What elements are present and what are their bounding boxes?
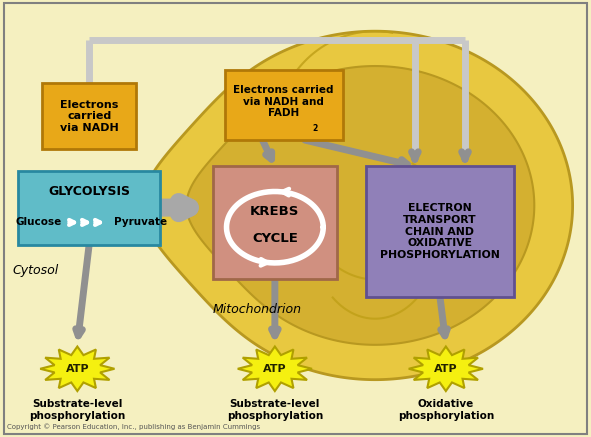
Text: 2: 2: [312, 124, 317, 133]
Text: Electrons carried
via NADH and
FADH: Electrons carried via NADH and FADH: [233, 85, 334, 118]
Text: ATP: ATP: [263, 364, 287, 374]
Text: Oxidative
phosphorylation: Oxidative phosphorylation: [398, 399, 494, 421]
FancyBboxPatch shape: [18, 170, 160, 245]
FancyBboxPatch shape: [225, 70, 343, 140]
Text: CYCLE: CYCLE: [252, 232, 298, 245]
Text: Substrate-level
phosphorylation: Substrate-level phosphorylation: [227, 399, 323, 421]
Text: Electrons
carried
via NADH: Electrons carried via NADH: [60, 100, 119, 133]
Polygon shape: [238, 347, 312, 391]
Text: Substrate-level
phosphorylation: Substrate-level phosphorylation: [29, 399, 125, 421]
FancyBboxPatch shape: [213, 166, 337, 280]
Text: ELECTRON
TRANSPORT
CHAIN AND
OXIDATIVE
PHOSPHORYLATION: ELECTRON TRANSPORT CHAIN AND OXIDATIVE P…: [380, 203, 500, 260]
Text: Mitochondrion: Mitochondrion: [213, 303, 302, 316]
Text: KREBS: KREBS: [250, 205, 300, 218]
Text: Cytosol: Cytosol: [12, 264, 59, 277]
FancyBboxPatch shape: [366, 166, 514, 297]
Text: ATP: ATP: [66, 364, 89, 374]
Polygon shape: [142, 31, 573, 380]
Text: ATP: ATP: [434, 364, 457, 374]
Text: Pyruvate: Pyruvate: [113, 218, 167, 227]
Text: Copyright © Pearson Education, Inc., publishing as Benjamin Cummings: Copyright © Pearson Education, Inc., pub…: [7, 423, 259, 430]
Text: GLYCOLYSIS: GLYCOLYSIS: [48, 185, 130, 198]
Polygon shape: [409, 347, 483, 391]
Polygon shape: [40, 347, 115, 391]
Text: Glucose: Glucose: [15, 218, 61, 227]
Polygon shape: [186, 66, 534, 345]
FancyBboxPatch shape: [42, 83, 137, 149]
